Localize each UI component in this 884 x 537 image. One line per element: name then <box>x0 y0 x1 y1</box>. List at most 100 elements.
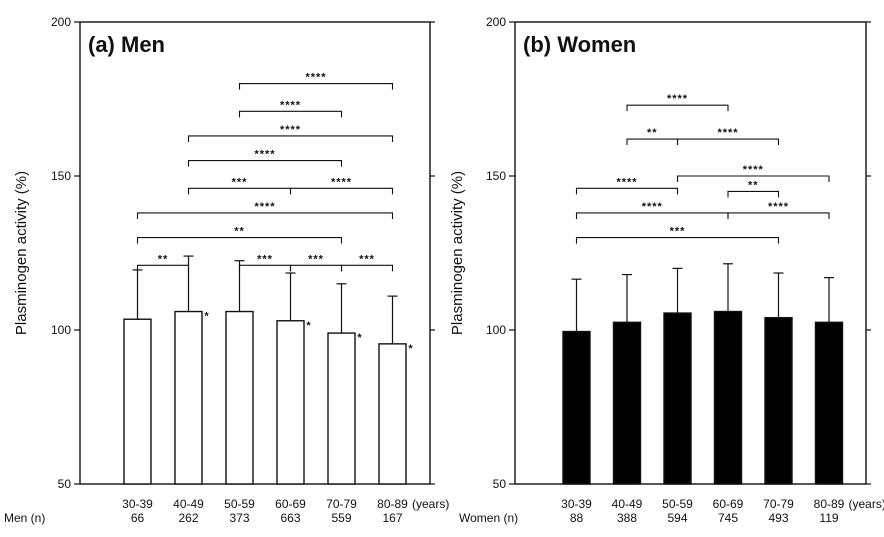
bar-marker: * <box>204 311 209 323</box>
significance-label: **** <box>768 201 789 213</box>
significance-bracket <box>289 187 394 195</box>
y-axis-label: Plasminogen activity (%) <box>13 171 30 335</box>
significance-bracket <box>727 212 830 219</box>
bar <box>378 343 407 485</box>
n-value: 262 <box>178 511 198 525</box>
y-tick-label: 200 <box>486 15 506 29</box>
y-tick-label: 200 <box>51 15 71 29</box>
bar <box>123 318 152 485</box>
significance-label: **** <box>616 176 637 188</box>
x-tick-label: 60-69 <box>713 497 744 511</box>
n-value: 745 <box>718 511 738 525</box>
bar <box>327 332 356 485</box>
bar <box>814 321 844 485</box>
significance-bracket <box>289 264 343 272</box>
significance-bracket <box>136 237 343 244</box>
n-value: 388 <box>617 511 637 525</box>
significance-label: *** <box>232 176 248 188</box>
x-tick-label: 40-49 <box>173 497 204 511</box>
x-tick-label: 80-89 <box>814 497 845 511</box>
bar <box>225 310 254 485</box>
x-tick-label: 70-79 <box>326 497 357 511</box>
significance-label: *** <box>670 226 686 238</box>
significance-bracket <box>187 187 292 195</box>
y-tick-label: 50 <box>493 477 507 491</box>
x-tick-label: 70-79 <box>763 497 794 511</box>
x-unit-label: (years) <box>412 497 449 511</box>
x-tick-label: 30-39 <box>122 497 153 511</box>
x-tick-label: 30-39 <box>561 497 592 511</box>
panel-title: (b) Women <box>523 32 636 57</box>
significance-bracket <box>626 104 729 112</box>
significance-label: ** <box>748 179 759 191</box>
bar <box>276 320 305 485</box>
bar-marker: * <box>357 332 362 344</box>
significance-label: **** <box>331 176 352 188</box>
n-value: 559 <box>331 511 351 525</box>
significance-bracket <box>676 138 780 146</box>
y-tick-label: 100 <box>51 323 71 337</box>
significance-bracket <box>340 264 394 272</box>
n-row-label: Men (n) <box>4 511 45 525</box>
bar-marker: * <box>408 343 413 355</box>
significance-label: ** <box>234 226 245 238</box>
bar <box>562 330 591 485</box>
n-value: 66 <box>131 511 145 525</box>
y-tick-label: 100 <box>486 323 506 337</box>
significance-label: **** <box>254 149 275 161</box>
n-value: 493 <box>768 511 788 525</box>
significance-bracket <box>187 135 394 142</box>
bar <box>663 312 692 485</box>
x-unit-label: (years) <box>849 497 884 511</box>
x-tick-label: 80-89 <box>377 497 408 511</box>
significance-bracket <box>727 190 780 198</box>
significance-label: **** <box>254 201 275 213</box>
y-tick-label: 50 <box>58 477 72 491</box>
n-value: 119 <box>819 511 838 525</box>
bar-marker: * <box>306 320 311 332</box>
plot-frame <box>79 21 431 485</box>
significance-bracket <box>575 187 679 195</box>
panel-title: (a) Men <box>88 32 165 57</box>
x-tick-label: 50-59 <box>662 497 693 511</box>
significance-bracket <box>238 83 394 90</box>
bar <box>174 310 203 485</box>
n-value: 663 <box>280 511 300 525</box>
significance-label: **** <box>305 72 326 84</box>
significance-label: **** <box>280 124 301 136</box>
significance-label: ** <box>647 127 658 139</box>
significance-label: **** <box>667 93 688 105</box>
y-axis-label: Plasminogen activity (%) <box>449 171 466 335</box>
y-tick-label: 150 <box>51 169 71 183</box>
x-tick-label: 50-59 <box>224 497 255 511</box>
significance-bracket <box>626 138 679 146</box>
significance-bracket <box>238 110 343 118</box>
significance-bracket <box>676 175 830 182</box>
significance-label: **** <box>743 164 764 176</box>
significance-bracket <box>187 160 343 167</box>
significance-bracket <box>136 264 190 272</box>
y-tick-label: 150 <box>486 169 506 183</box>
significance-label: *** <box>359 253 375 265</box>
n-value: 167 <box>382 511 402 525</box>
bar <box>612 321 642 485</box>
significance-label: **** <box>717 127 738 139</box>
n-value: 594 <box>667 511 687 525</box>
significance-label: *** <box>308 253 324 265</box>
significance-bracket <box>136 212 394 219</box>
significance-label: **** <box>280 99 301 111</box>
n-value: 88 <box>570 511 584 525</box>
significance-label: ** <box>158 253 169 265</box>
n-value: 373 <box>229 511 249 525</box>
bar <box>713 310 743 485</box>
significance-label: *** <box>257 253 273 265</box>
x-tick-label: 60-69 <box>275 497 306 511</box>
significance-bracket <box>238 264 292 272</box>
x-tick-label: 40-49 <box>612 497 643 511</box>
bar <box>764 316 793 485</box>
significance-label: **** <box>642 201 663 213</box>
n-row-label: Women (n) <box>459 511 518 525</box>
significance-bracket <box>575 212 729 219</box>
significance-bracket <box>575 237 780 244</box>
